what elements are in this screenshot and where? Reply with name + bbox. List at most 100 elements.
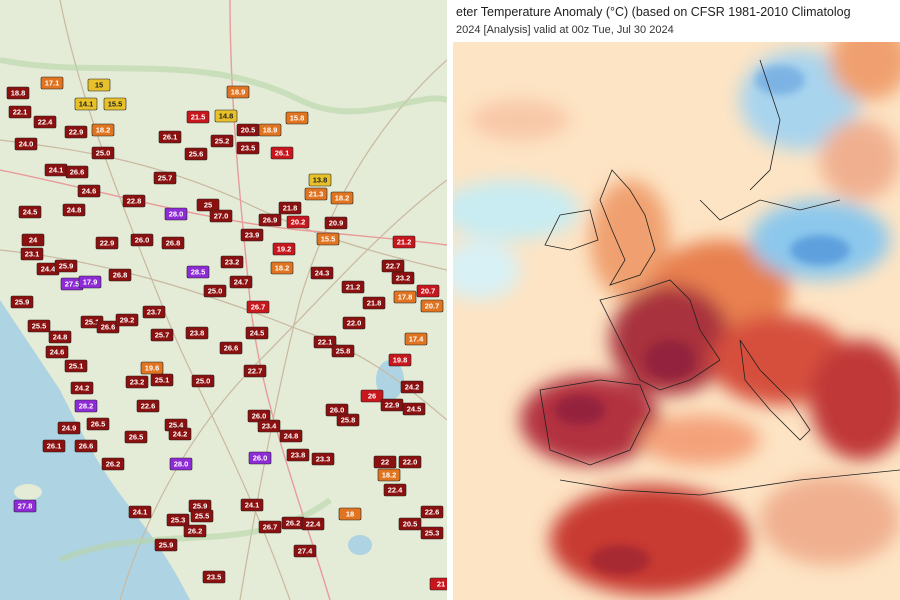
station-value: 22.9 — [100, 238, 115, 247]
station-value: 22.6 — [141, 401, 156, 410]
station-label: 22.9 — [380, 398, 404, 412]
station-box — [338, 507, 362, 521]
station-value: 26.1 — [275, 148, 290, 157]
station-box — [245, 326, 269, 340]
station-value: 23.2 — [130, 377, 145, 386]
station-box — [270, 146, 294, 160]
station-label: 25.3 — [420, 526, 444, 540]
station-label: 18.2 — [330, 191, 354, 205]
station-label: 23.2 — [125, 375, 149, 389]
station-label: 27.4 — [293, 544, 317, 558]
station-box — [420, 505, 444, 519]
station-value: 25.2 — [215, 136, 230, 145]
station-label: 23.3 — [311, 452, 335, 466]
station-box — [342, 316, 366, 330]
station-box — [74, 439, 98, 453]
station-value: 26.0 — [252, 411, 267, 420]
station-value: 25.5 — [32, 321, 47, 330]
station-label: 24.6 — [45, 345, 69, 359]
station-value: 18.2 — [382, 470, 397, 479]
station-label: 24.5 — [18, 205, 42, 219]
station-box — [279, 429, 303, 443]
station-value: 25.0 — [196, 376, 211, 385]
station-label: 26.0 — [248, 451, 272, 465]
tuscany-map: 18.8 22.1 17.1 15 14.1 15.5 18.9 22.4 22.9 18.2 14… — [0, 0, 447, 600]
station-label: 26.8 — [161, 236, 185, 250]
station-box — [331, 344, 355, 358]
station-label: 14.1 — [74, 97, 98, 111]
station-box — [91, 146, 115, 160]
map-title: eter Temperature Anomaly (°C) (based on … — [456, 5, 851, 19]
station-value: 27.5 — [65, 279, 80, 288]
station-box — [86, 417, 110, 431]
station-value: 24.8 — [284, 431, 299, 440]
station-label: 18.9 — [226, 85, 250, 99]
station-value: 28.0 — [174, 459, 189, 468]
station-value: 22.4 — [306, 519, 321, 528]
station-value: 25.1 — [69, 361, 84, 370]
station-value: 19.2 — [277, 244, 292, 253]
station-box — [210, 134, 234, 148]
station-value: 23.5 — [207, 572, 222, 581]
station-value: 25.8 — [336, 346, 351, 355]
station-box — [360, 389, 384, 403]
station-label: 26.2 — [281, 516, 305, 530]
station-label: 26.1 — [42, 439, 66, 453]
station-box — [154, 538, 178, 552]
station-label: 26.5 — [86, 417, 110, 431]
anomaly-map: eter Temperature Anomaly (°C) (based on … — [453, 0, 900, 600]
station-value: 22.4 — [38, 117, 53, 126]
station-value: 15.5 — [321, 234, 336, 243]
station-label: 25.5 — [190, 509, 214, 523]
station-label: 25.7 — [153, 171, 177, 185]
station-box — [48, 330, 72, 344]
station-value: 26.5 — [129, 432, 144, 441]
station-value: 26.0 — [253, 453, 268, 462]
station-label: 24.3 — [310, 266, 334, 280]
station-value: 20.7 — [421, 286, 436, 295]
station-label: 19.6 — [140, 361, 164, 375]
station-value: 27.8 — [18, 501, 33, 510]
station-value: 21.2 — [346, 282, 361, 291]
station-box — [202, 570, 226, 584]
station-value: 24.2 — [173, 429, 188, 438]
station-value: 23.2 — [396, 273, 411, 282]
station-box — [240, 498, 264, 512]
station-label: 25.9 — [188, 499, 212, 513]
station-value: 21.8 — [367, 298, 382, 307]
station-label: 22.1 — [313, 335, 337, 349]
station-label: 22.6 — [420, 505, 444, 519]
station-label: 27.8 — [13, 499, 37, 513]
station-value: 20.5 — [403, 519, 418, 528]
station-value: 22.9 — [385, 400, 400, 409]
map-subtitle: 2024 [Analysis] valid at 00z Tue, Jul 30… — [456, 24, 674, 36]
station-label: 22.7 — [243, 364, 267, 378]
station-box — [161, 236, 185, 250]
station-box — [278, 201, 302, 215]
station-label: 23.1 — [20, 247, 44, 261]
station-box — [203, 284, 227, 298]
station-label: 22.9 — [95, 236, 119, 250]
station-box — [42, 439, 66, 453]
station-box — [101, 457, 125, 471]
station-box — [130, 233, 154, 247]
station-box — [33, 115, 57, 129]
station-value: 18.9 — [263, 125, 278, 134]
station-value: 24.2 — [405, 382, 420, 391]
station-label: 23.5 — [236, 141, 260, 155]
station-box — [57, 421, 81, 435]
station-label: 25.0 — [191, 374, 215, 388]
station-box — [392, 235, 416, 249]
station-value: 24.1 — [133, 507, 148, 516]
station-label: 24.2 — [168, 427, 192, 441]
station-value: 26.8 — [113, 270, 128, 279]
station-box — [20, 247, 44, 261]
station-box — [96, 320, 120, 334]
station-box — [220, 255, 244, 269]
station-box — [388, 353, 412, 367]
station-label: 22.4 — [33, 115, 57, 129]
station-label: 21.5 — [186, 110, 210, 124]
station-label: 26.6 — [219, 341, 243, 355]
station-value: 26.2 — [188, 526, 203, 535]
